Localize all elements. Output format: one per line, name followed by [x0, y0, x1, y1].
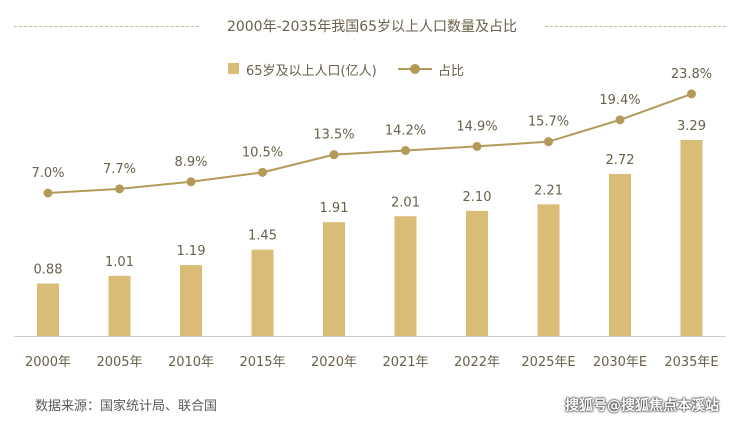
x-tick-label-4: 2020年 — [311, 355, 357, 370]
share-value-label-6: 14.9% — [456, 119, 497, 134]
bar-8 — [609, 173, 631, 336]
bar-7 — [537, 204, 560, 336]
share-value-label-8: 19.4% — [599, 93, 640, 108]
share-point-0 — [43, 188, 53, 198]
bar-value-label-1: 1.01 — [105, 255, 134, 270]
bar-value-label-4: 1.91 — [320, 201, 349, 216]
bar-value-label-8: 2.72 — [606, 153, 635, 168]
bar-value-label-3: 1.45 — [248, 229, 277, 244]
chart-title: 2000年-2035年我国65岁以上人口数量及占比 — [226, 19, 518, 35]
share-value-label-5: 14.2% — [385, 124, 426, 139]
share-point-1 — [115, 184, 124, 194]
legend-swatch-bar — [228, 63, 239, 74]
x-tick-label-3: 2015年 — [239, 355, 285, 370]
bar-value-label-2: 1.19 — [177, 244, 206, 259]
share-value-label-4: 13.5% — [313, 128, 354, 143]
x-tick-label-1: 2005年 — [96, 355, 142, 370]
legend-label-population: 65岁及以上人口(亿人) — [246, 64, 377, 79]
share-value-label-1: 7.7% — [103, 162, 136, 177]
share-line — [47, 92, 692, 194]
title-divider-right — [545, 26, 726, 27]
bar-1 — [108, 275, 131, 336]
title-divider-left — [14, 26, 199, 27]
share-value-label-3: 10.5% — [242, 145, 283, 160]
share-value-label-0: 7.0% — [31, 166, 64, 181]
legend-label-share: 占比 — [438, 64, 465, 79]
bar-value-label-0: 0.88 — [34, 263, 63, 278]
share-value-label-7: 15.7% — [528, 115, 569, 130]
bar-3 — [251, 249, 274, 336]
x-tick-label-0: 2000年 — [25, 355, 71, 370]
x-tick-label-2: 2010年 — [168, 355, 214, 370]
share-point-8 — [615, 115, 625, 125]
share-point-7 — [544, 137, 553, 147]
share-point-9 — [687, 89, 696, 99]
chart-title-block: 2000年-2035年我国65岁以上人口数量及占比 — [0, 14, 740, 38]
bar-5 — [394, 216, 417, 336]
x-tick-label-7: 2025年E — [521, 355, 575, 370]
share-point-3 — [258, 167, 267, 177]
x-tick-label-8: 2030年E — [593, 355, 647, 370]
bar-value-label-5: 2.01 — [391, 195, 420, 210]
x-tick-label-6: 2022年 — [454, 355, 500, 370]
bar-value-label-9: 3.29 — [677, 119, 706, 134]
x-tick-label-5: 2021年 — [382, 355, 428, 370]
share-point-5 — [401, 146, 410, 156]
legend-swatch-dot — [410, 64, 420, 74]
share-point-2 — [186, 177, 196, 187]
x-tick-label-9: 2035年E — [664, 355, 718, 370]
bar-6 — [466, 210, 488, 336]
share-value-label-9: 23.8% — [671, 67, 712, 82]
bar-value-label-6: 2.10 — [463, 190, 492, 205]
bar-value-label-7: 2.21 — [534, 183, 563, 198]
share-point-4 — [329, 150, 339, 160]
bar-4 — [323, 222, 345, 336]
share-value-label-2: 8.9% — [174, 155, 207, 170]
bar-2 — [180, 265, 202, 336]
bar-0 — [37, 283, 59, 336]
source-note: 数据来源：国家统计局、联合国 — [35, 399, 218, 414]
share-point-6 — [472, 141, 482, 151]
bar-9 — [680, 140, 703, 336]
watermark: 搜狐号@搜狐焦点本溪站 — [565, 398, 719, 414]
